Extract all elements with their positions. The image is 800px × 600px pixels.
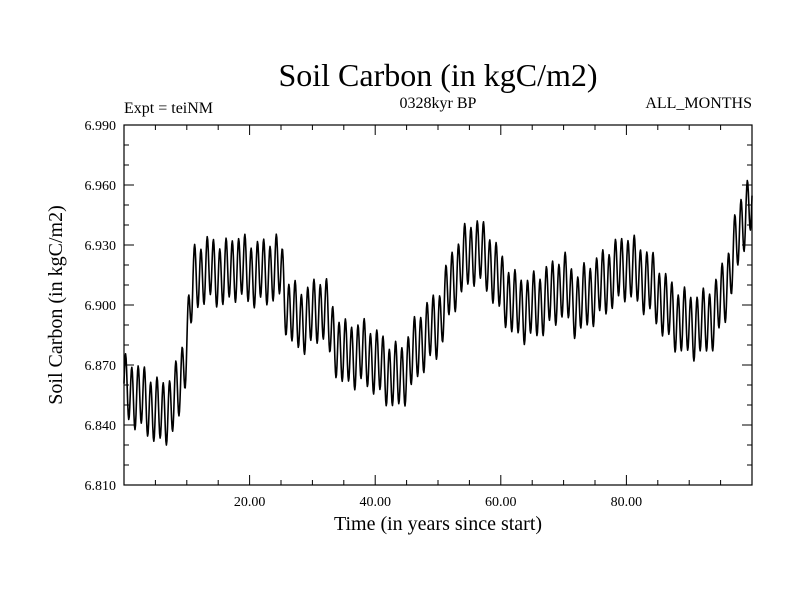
y-axis-label: Soil Carbon (in kgC/m2) [45,205,67,404]
period-label: 0328kyr BP [400,95,477,112]
x-tick-label: 40.00 [359,495,391,510]
months-label: ALL_MONTHS [645,95,752,112]
y-tick-label: 6.990 [85,119,117,134]
y-tick-label: 6.810 [85,479,117,494]
y-tick-label: 6.900 [85,299,117,314]
y-tick-label: 6.870 [85,359,117,374]
chart-title: Soil Carbon (in kgC/m2) [278,57,597,93]
y-tick-label: 6.930 [85,239,117,254]
y-tick-label: 6.960 [85,179,117,194]
axes: 6.810 6.840 6.870 6.900 6.930 6.960 6.990 20.00… [85,119,752,510]
x-tick-label: 80.00 [611,495,643,510]
x-tick-label: 60.00 [485,495,517,510]
soil-carbon-line [123,179,753,446]
y-tick-label: 6.840 [85,419,117,434]
plot-frame [123,124,753,486]
experiment-label: Expt = teiNM [124,100,213,117]
series-layer [123,179,753,446]
x-tick-label: 20.00 [234,495,266,510]
x-axis-label: Time (in years since start) [334,513,542,535]
